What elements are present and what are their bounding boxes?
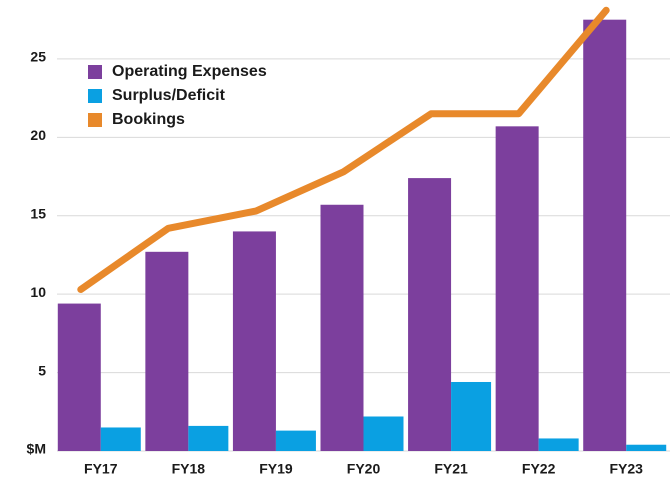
x-tick-label: FY17: [84, 461, 118, 477]
bar: [100, 427, 141, 451]
x-tick-label: FY20: [347, 461, 381, 477]
bar: [275, 430, 316, 451]
bar: [363, 416, 404, 451]
y-tick-label: 5: [38, 362, 46, 378]
y-tick-label: 20: [30, 127, 46, 143]
x-tick-label: FY19: [259, 461, 293, 477]
bar: [626, 444, 667, 451]
bar: [408, 178, 452, 452]
bar: [188, 425, 229, 451]
x-tick-label: FY23: [609, 461, 643, 477]
bar: [232, 231, 276, 451]
bar: [583, 19, 627, 452]
legend-label: Surplus/Deficit: [112, 87, 226, 104]
legend-label: Bookings: [112, 111, 185, 128]
bookings-line: [77, 6, 610, 293]
x-tick-label: FY18: [172, 461, 206, 477]
bar: [451, 381, 492, 451]
x-tick-label: FY22: [522, 461, 556, 477]
y-tick-label: 10: [30, 284, 46, 300]
bar: [320, 204, 364, 451]
y-tick-label: 25: [30, 49, 46, 65]
legend-swatch: [88, 65, 102, 79]
y-tick-label: $M: [27, 441, 46, 457]
legend-label: Operating Expenses: [112, 63, 267, 80]
y-tick-label: 15: [30, 205, 46, 221]
bar: [145, 251, 189, 451]
legend-swatch: [88, 89, 102, 103]
x-tick-label: FY21: [434, 461, 468, 477]
legend-swatch: [88, 113, 102, 127]
bar: [57, 303, 101, 451]
bar: [495, 126, 539, 451]
bar: [538, 438, 579, 451]
